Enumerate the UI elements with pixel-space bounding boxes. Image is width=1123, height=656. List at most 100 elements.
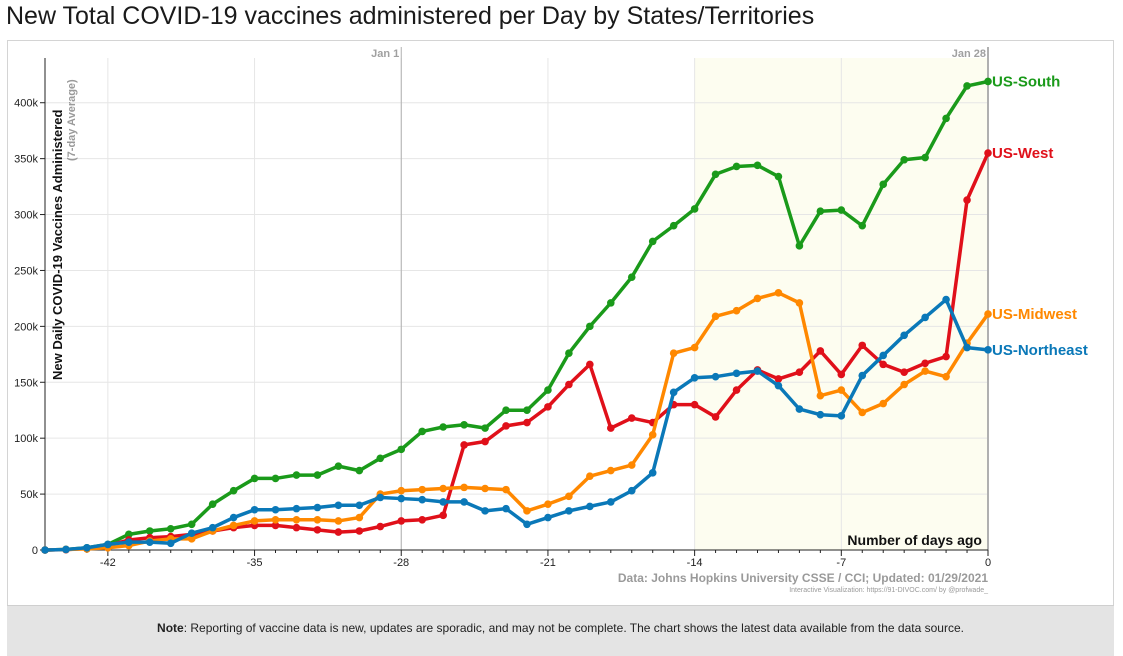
- series-label: US-Midwest: [992, 306, 1077, 323]
- data-point: [607, 498, 615, 506]
- data-point: [942, 114, 950, 123]
- data-point: [607, 424, 615, 432]
- credit-text: Interactive Visualization: https://91-DI…: [789, 587, 988, 594]
- data-point: [145, 538, 154, 546]
- data-point: [460, 498, 468, 506]
- data-point: [837, 206, 846, 214]
- data-point: [690, 205, 699, 213]
- data-point: [544, 386, 552, 394]
- data-point: [627, 461, 636, 469]
- data-point: [963, 82, 971, 90]
- data-point: [523, 507, 531, 515]
- data-point: [502, 485, 510, 494]
- data-point: [229, 513, 238, 522]
- data-point: [502, 406, 510, 415]
- data-point: [250, 517, 259, 525]
- series-line: [43, 151, 990, 552]
- data-point: [460, 483, 468, 492]
- source-text: Data: Johns Hopkins University CSSE / CC…: [618, 571, 988, 585]
- data-point: [544, 500, 552, 508]
- series-label: US-West: [992, 145, 1053, 162]
- data-point: [774, 289, 783, 297]
- data-point: [523, 418, 531, 427]
- data-point: [481, 424, 489, 432]
- data-point: [229, 486, 238, 495]
- x-tick-label: -21: [540, 557, 556, 569]
- y-tick-label: 150k: [14, 377, 38, 389]
- data-point: [711, 312, 720, 321]
- data-point: [439, 511, 447, 520]
- data-point: [921, 153, 929, 162]
- data-point: [250, 474, 259, 483]
- data-point: [355, 527, 364, 535]
- data-point: [900, 155, 908, 164]
- data-point: [816, 207, 825, 215]
- data-point: [544, 513, 552, 522]
- data-point: [858, 221, 867, 230]
- data-point: [418, 427, 427, 436]
- data-point: [816, 347, 825, 355]
- data-point: [62, 545, 70, 554]
- data-point: [753, 161, 762, 170]
- data-point: [481, 437, 489, 446]
- data-point: [187, 535, 196, 543]
- data-point: [460, 441, 468, 449]
- note-text: Note: Reporting of vaccine data is new, …: [7, 621, 1114, 635]
- y-tick-label: 200k: [14, 321, 38, 333]
- data-point: [502, 504, 510, 513]
- data-point: [774, 375, 783, 383]
- data-point: [565, 349, 573, 358]
- data-point: [921, 313, 929, 322]
- data-point: [711, 170, 720, 179]
- data-point: [334, 528, 343, 536]
- x-tick-label: 0: [985, 557, 991, 569]
- data-point: [481, 484, 489, 493]
- data-point: [816, 391, 825, 400]
- line-chart: Jan 1 Jan 28 -42 -35 -28 -21 -14 -7 0 0 50k 100k 15…: [14, 47, 1088, 594]
- data-point: [292, 516, 301, 524]
- date-marker-label: Jan 1: [371, 48, 399, 60]
- data-point: [732, 369, 741, 378]
- data-point: [439, 498, 447, 506]
- data-point: [544, 403, 552, 411]
- data-point: [795, 299, 804, 307]
- data-point: [397, 445, 406, 454]
- data-point: [586, 360, 594, 369]
- data-point: [460, 420, 468, 429]
- data-point: [795, 242, 804, 250]
- data-point: [166, 524, 175, 533]
- data-point: [355, 513, 364, 522]
- data-point: [774, 381, 783, 390]
- data-point: [795, 405, 804, 413]
- data-point: [963, 343, 971, 352]
- data-point: [166, 539, 175, 548]
- data-point: [648, 469, 657, 477]
- x-tick-label: -35: [247, 557, 263, 569]
- y-tick-label: 400k: [14, 98, 38, 110]
- data-point: [837, 370, 846, 379]
- data-point: [313, 471, 322, 479]
- data-point: [607, 299, 615, 307]
- data-point: [187, 529, 196, 538]
- data-point: [502, 422, 510, 430]
- data-point: [837, 386, 846, 394]
- data-point: [355, 466, 364, 475]
- data-point: [984, 310, 992, 318]
- data-point: [942, 352, 950, 361]
- data-point: [732, 306, 741, 315]
- data-point: [125, 538, 133, 546]
- data-point: [271, 505, 280, 514]
- data-point: [439, 484, 447, 493]
- note-label: Note: [157, 621, 184, 635]
- data-point: [795, 368, 804, 377]
- data-point: [942, 372, 950, 381]
- data-point: [774, 172, 783, 181]
- y-tick-label: 300k: [14, 210, 38, 222]
- data-point: [879, 180, 888, 189]
- data-point: [292, 523, 301, 532]
- data-point: [313, 516, 322, 524]
- data-point: [690, 343, 699, 352]
- data-point: [879, 399, 888, 408]
- data-point: [334, 501, 343, 510]
- data-point: [984, 77, 992, 86]
